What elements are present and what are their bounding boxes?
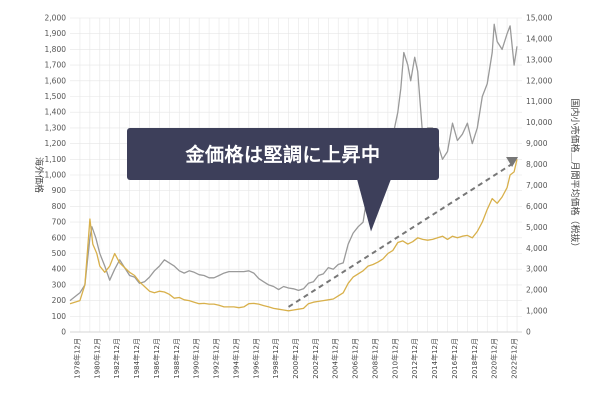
x-tick-label: 2018年12月: [470, 338, 479, 379]
x-tick-label: 2006年12月: [351, 338, 360, 379]
x-tick-label: 2010年12月: [390, 338, 399, 379]
left-tick-label: 2,000: [45, 14, 67, 23]
series-lines: [69, 23, 518, 312]
x-tick-label: 1986年12月: [152, 338, 161, 379]
right-tick-label: 9,000: [526, 139, 548, 148]
right-tick-label: 15,000: [526, 14, 552, 23]
left-tick-label: 1,100: [45, 155, 67, 164]
left-tick-label: 800: [52, 202, 67, 211]
right-tick-label: 12,000: [526, 76, 552, 85]
left-tick-label: 400: [52, 265, 67, 274]
trend-arrowhead: [506, 157, 519, 168]
left-tick-label: 1,400: [45, 108, 67, 117]
right-tick-label: 8,000: [526, 160, 548, 169]
left-tick-label: 1,200: [45, 139, 67, 148]
left-tick-label: 1,900: [45, 29, 67, 38]
x-tick-label: 2008年12月: [370, 338, 379, 379]
callout-text: 金価格は堅調に上昇中: [184, 143, 380, 166]
right-tick-label: 14,000: [526, 34, 552, 43]
left-tick-label: 1,700: [45, 61, 67, 70]
left-tick-label: 100: [52, 312, 67, 321]
x-tick-label: 1998年12月: [271, 338, 280, 379]
x-tick-label: 1996年12月: [251, 338, 260, 379]
x-tick-label: 2002年12月: [311, 338, 320, 379]
right-tick-label: 6,000: [526, 202, 548, 211]
x-tick-label: 1988年12月: [172, 338, 181, 379]
left-tick-label: 1,800: [45, 45, 67, 54]
x-tick-label: 2014年12月: [430, 338, 439, 379]
callout-box: [127, 128, 439, 180]
left-axis-title: 海外価格: [33, 157, 45, 193]
right-tick-label: 0: [526, 328, 531, 337]
trend-line: [288, 157, 519, 308]
right-axis-title: 国内小売価格＿月間平均価格（税抜）: [569, 98, 581, 251]
trend-dashed-line: [288, 163, 513, 308]
x-tick-label: 1984年12月: [132, 338, 141, 379]
left-tick-label: 200: [52, 296, 67, 305]
left-tick-label: 1,000: [45, 171, 67, 180]
x-tick-label: 1980年12月: [92, 338, 101, 379]
left-tick-label: 500: [52, 249, 67, 258]
x-tick-label: 2020年12月: [490, 338, 499, 379]
x-tick-label: 1992年12月: [212, 338, 221, 379]
series-line: [69, 159, 518, 312]
left-tick-label: 600: [52, 233, 67, 242]
x-tick-label: 1994年12月: [231, 338, 240, 379]
right-tick-label: 10,000: [526, 118, 552, 127]
left-tick-label: 1,600: [45, 76, 67, 85]
right-tick-label: 3,000: [526, 265, 548, 274]
left-y-axis: 0 100 200 300 400 500 600 700 800 900 1,000 1,100 1,…: [45, 14, 67, 337]
x-tick-label: 2022年12月: [510, 338, 519, 379]
right-tick-label: 11,000: [526, 97, 552, 106]
right-tick-label: 2,000: [526, 286, 548, 295]
x-tick-label: 2004年12月: [331, 338, 340, 379]
x-tick-label: 1990年12月: [192, 338, 201, 379]
left-tick-label: 700: [52, 218, 67, 227]
x-tick-label: 1978年12月: [72, 338, 81, 379]
left-tick-label: 300: [52, 280, 67, 289]
x-tick-label: 2000年12月: [291, 338, 300, 379]
right-tick-label: 1,000: [526, 307, 548, 316]
left-tick-label: 900: [52, 186, 67, 195]
right-tick-label: 4,000: [526, 244, 548, 253]
right-tick-label: 5,000: [526, 223, 548, 232]
right-tick-label: 13,000: [526, 55, 552, 64]
callout-pointer: [357, 179, 392, 232]
left-tick-label: 0: [61, 328, 66, 337]
x-tick-label: 1982年12月: [112, 338, 121, 379]
annotation-callout: 金価格は堅調に上昇中: [127, 128, 439, 232]
series-line: [69, 23, 518, 302]
right-y-axis: 0 1,000 2,000 3,000 4,000 5,000 6,000 7,000 8,00…: [526, 14, 552, 337]
left-tick-label: 1,300: [45, 123, 67, 132]
left-tick-label: 1,500: [45, 92, 67, 101]
right-tick-label: 7,000: [526, 181, 548, 190]
x-tick-label: 2016年12月: [450, 338, 459, 379]
x-tick-label: 2012年12月: [410, 338, 419, 379]
x-axis: 1978年12月 1980年12月 1982年12月 1984年12月 1986年12月…: [72, 338, 518, 379]
